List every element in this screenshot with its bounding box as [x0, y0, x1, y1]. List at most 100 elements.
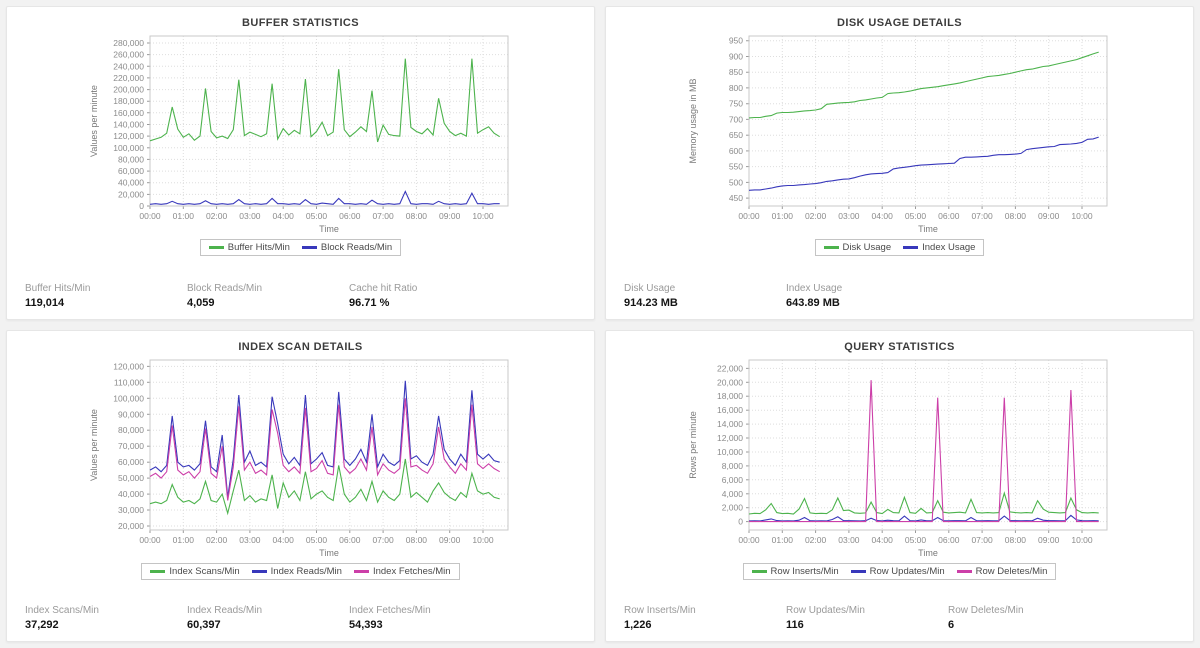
stat-label: Row Deletes/Min — [948, 605, 1024, 616]
svg-text:180,000: 180,000 — [113, 96, 144, 106]
stat: Block Reads/Min 4,059 — [187, 283, 349, 309]
stat-label: Disk Usage — [624, 283, 676, 294]
svg-text:40,000: 40,000 — [118, 489, 144, 499]
legend-item[interactable]: Row Inserts/Min — [751, 566, 839, 577]
line-chart[interactable]: 20,000 30,000 40,000 50,000 60,000 70,000 80,0… — [86, 354, 516, 560]
svg-text:06:00: 06:00 — [938, 211, 960, 221]
stat-value: 54,393 — [349, 619, 383, 631]
svg-text:90,000: 90,000 — [118, 409, 144, 419]
svg-text:09:00: 09:00 — [439, 535, 461, 545]
legend-label: Disk Usage — [842, 242, 892, 253]
svg-text:850: 850 — [728, 67, 742, 77]
svg-text:04:00: 04:00 — [871, 211, 893, 221]
legend-item[interactable]: Row Deletes/Min — [956, 566, 1048, 577]
svg-text:07:00: 07:00 — [372, 211, 394, 221]
svg-text:200,000: 200,000 — [113, 85, 144, 95]
legend-label: Row Inserts/Min — [770, 566, 839, 577]
legend-item[interactable]: Index Usage — [903, 242, 975, 253]
legend-item[interactable]: Index Fetches/Min — [353, 566, 451, 577]
svg-text:07:00: 07:00 — [971, 535, 993, 545]
svg-text:30,000: 30,000 — [118, 505, 144, 515]
svg-text:Memory usage in MB: Memory usage in MB — [688, 78, 698, 163]
legend-item[interactable]: Disk Usage — [823, 242, 892, 253]
svg-text:05:00: 05:00 — [305, 211, 327, 221]
svg-text:00:00: 00:00 — [738, 211, 760, 221]
svg-text:03:00: 03:00 — [838, 211, 860, 221]
svg-text:280,000: 280,000 — [113, 38, 144, 48]
chart-legend: Disk Usage Index Usage — [814, 239, 985, 256]
legend-label: Block Reads/Min — [320, 242, 393, 253]
chart-area: 450 500 550 600 650 700 750 800 850 900 950 00:00 01… — [606, 30, 1193, 236]
stats-row: Buffer Hits/Min 119,014 Block Reads/Min … — [25, 283, 586, 309]
legend-item[interactable]: Index Reads/Min — [251, 566, 342, 577]
svg-text:Values per minute: Values per minute — [89, 409, 99, 481]
stat-value: 60,397 — [187, 619, 221, 631]
svg-text:01:00: 01:00 — [771, 535, 793, 545]
svg-text:02:00: 02:00 — [205, 535, 227, 545]
line-chart[interactable]: 450 500 550 600 650 700 750 800 850 900 950 00:00 01… — [685, 30, 1115, 236]
svg-text:2,000: 2,000 — [721, 503, 743, 513]
svg-text:Time: Time — [918, 548, 938, 558]
svg-text:900: 900 — [728, 52, 742, 62]
svg-text:08:00: 08:00 — [1004, 211, 1026, 221]
svg-text:80,000: 80,000 — [118, 154, 144, 164]
svg-text:05:00: 05:00 — [305, 535, 327, 545]
stat-value: 1,226 — [624, 619, 652, 631]
svg-text:02:00: 02:00 — [205, 211, 227, 221]
svg-text:18,000: 18,000 — [717, 391, 743, 401]
svg-text:04:00: 04:00 — [272, 211, 294, 221]
legend-label: Index Reads/Min — [270, 566, 342, 577]
svg-text:03:00: 03:00 — [838, 535, 860, 545]
stat: Row Deletes/Min 6 — [948, 605, 1110, 631]
svg-text:05:00: 05:00 — [904, 211, 926, 221]
svg-text:06:00: 06:00 — [339, 211, 361, 221]
svg-text:800: 800 — [728, 83, 742, 93]
svg-text:750: 750 — [728, 99, 742, 109]
svg-text:120,000: 120,000 — [113, 361, 144, 371]
svg-text:450: 450 — [728, 193, 742, 203]
svg-text:650: 650 — [728, 130, 742, 140]
stat-label: Index Scans/Min — [25, 605, 99, 616]
svg-text:10:00: 10:00 — [1071, 535, 1093, 545]
svg-text:10,000: 10,000 — [717, 447, 743, 457]
stat-value: 4,059 — [187, 297, 215, 309]
legend-item[interactable]: Index Scans/Min — [150, 566, 240, 577]
svg-text:00:00: 00:00 — [139, 211, 161, 221]
svg-text:4,000: 4,000 — [721, 489, 743, 499]
line-chart[interactable]: 0 2,000 4,000 6,000 8,000 10,000 12,000 14,000 1… — [685, 354, 1115, 560]
svg-text:00:00: 00:00 — [139, 535, 161, 545]
stat-value: 914.23 MB — [624, 297, 678, 309]
svg-text:80,000: 80,000 — [118, 425, 144, 435]
stat-label: Buffer Hits/Min — [25, 283, 91, 294]
legend-series-line-icon — [903, 246, 919, 249]
svg-text:140,000: 140,000 — [113, 120, 144, 130]
svg-text:07:00: 07:00 — [372, 535, 394, 545]
svg-text:550: 550 — [728, 162, 742, 172]
legend-series-line-icon — [301, 246, 317, 249]
stat: Disk Usage 914.23 MB — [624, 283, 786, 309]
legend-series-line-icon — [956, 570, 972, 573]
svg-text:08:00: 08:00 — [405, 535, 427, 545]
legend-series-line-icon — [850, 570, 866, 573]
legend-label: Row Deletes/Min — [975, 566, 1048, 577]
svg-text:22,000: 22,000 — [717, 363, 743, 373]
stats-row: Index Scans/Min 37,292 Index Reads/Min 6… — [25, 605, 586, 631]
svg-text:Time: Time — [918, 224, 938, 234]
legend-item[interactable]: Buffer Hits/Min — [208, 242, 290, 253]
legend-item[interactable]: Block Reads/Min — [301, 242, 393, 253]
svg-text:02:00: 02:00 — [804, 535, 826, 545]
stat-label: Index Reads/Min — [187, 605, 263, 616]
svg-text:700: 700 — [728, 114, 742, 124]
svg-text:50,000: 50,000 — [118, 473, 144, 483]
svg-text:16,000: 16,000 — [717, 405, 743, 415]
svg-text:Time: Time — [319, 224, 339, 234]
line-chart[interactable]: 020,00040,00060,00080,000100,000120,0001… — [86, 30, 516, 236]
svg-text:06:00: 06:00 — [339, 535, 361, 545]
chart-panel: BUFFER STATISTICS 0 20,000 40,000 60,000 80,… — [6, 6, 595, 320]
svg-text:6,000: 6,000 — [721, 475, 743, 485]
stat: Index Scans/Min 37,292 — [25, 605, 187, 631]
svg-text:60,000: 60,000 — [118, 457, 144, 467]
legend-item[interactable]: Row Updates/Min — [850, 566, 945, 577]
stat-value: 119,014 — [25, 297, 65, 309]
svg-text:120,000: 120,000 — [113, 131, 144, 141]
